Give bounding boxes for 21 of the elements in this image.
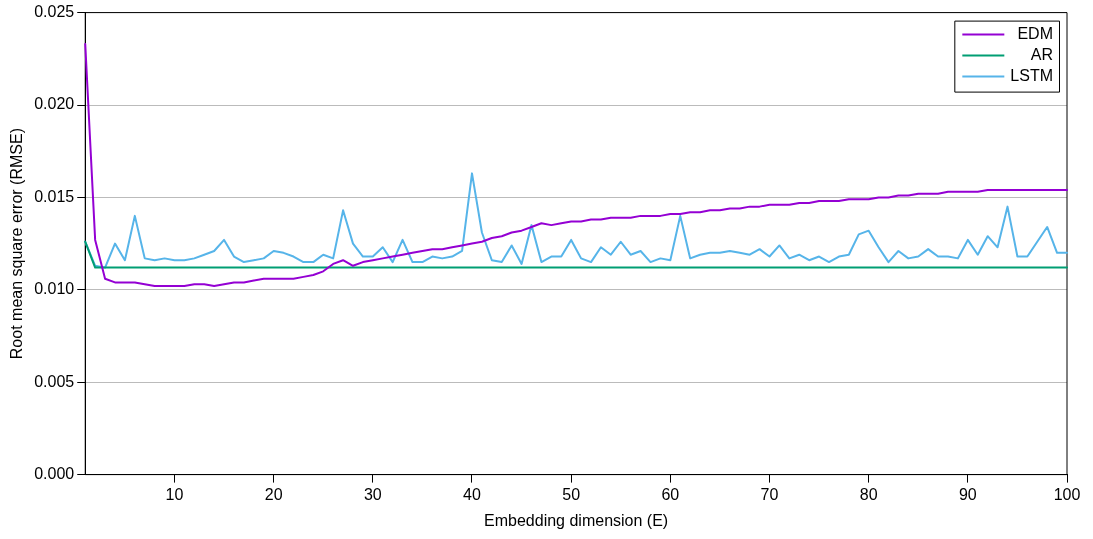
x-tick-label: 20: [264, 485, 283, 503]
x-tick-label: 100: [1053, 485, 1081, 503]
x-tick-label: 10: [165, 485, 184, 503]
x-tick-label: 90: [958, 485, 977, 503]
legend-label: LSTM: [1010, 67, 1053, 85]
x-tick-label: 80: [859, 485, 878, 503]
y-tick-label: 0.000: [34, 465, 75, 483]
y-tick-label: 0.025: [34, 3, 75, 21]
x-tick-label: 50: [562, 485, 581, 503]
x-tick-label: 40: [463, 485, 481, 503]
x-tick-label: 30: [363, 485, 382, 503]
x-axis-title: Embedding dimension (E): [484, 511, 669, 529]
x-tick-label: 70: [760, 485, 779, 503]
y-tick-label: 0.010: [34, 280, 75, 298]
y-axis-title: Root mean square error (RMSE): [8, 128, 26, 360]
y-tick-label: 0.015: [34, 187, 75, 205]
x-tick-label: 60: [661, 485, 680, 503]
legend-label: EDM: [1017, 25, 1053, 43]
y-tick-label: 0.005: [34, 372, 75, 390]
y-tick-label: 0.020: [34, 95, 75, 113]
legend-label: AR: [1030, 46, 1053, 64]
